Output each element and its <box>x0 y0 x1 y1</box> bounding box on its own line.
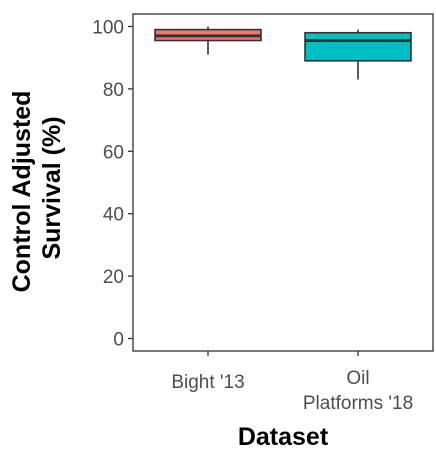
y-axis: 0 20 40 60 80 100 <box>92 17 133 351</box>
panel-border <box>132 13 434 352</box>
box-1 <box>154 26 262 55</box>
x-tick-label-line: Oil <box>346 368 369 389</box>
y-tick-label: 60 <box>103 142 124 163</box>
x-axis: Bight '13 Oil Platforms '18 <box>171 351 413 414</box>
x-tick-label: Oil Platforms '18 <box>303 368 413 414</box>
x-tick-label-line: Platforms '18 <box>303 393 413 414</box>
plot-panel <box>132 13 434 352</box>
y-tick-label: 20 <box>103 267 124 288</box>
y-tick-label: 80 <box>103 80 124 101</box>
y-tick-label: 40 <box>103 205 124 226</box>
y-axis-title: Control Adjusted Survival (%) <box>8 84 66 293</box>
y-tick-label: 0 <box>113 330 124 351</box>
box-body <box>304 31 412 62</box>
y-axis-title-line-1: Control Adjusted <box>8 91 36 293</box>
x-tick-label-line: Bight '13 <box>171 372 244 393</box>
x-tick-label: Bight '13 <box>171 372 244 393</box>
y-axis-title-line-2: Survival (%) <box>38 116 66 259</box>
y-tick-label: 100 <box>92 17 124 38</box>
box-2 <box>304 29 412 80</box>
x-axis-title: Dataset <box>238 423 329 449</box>
